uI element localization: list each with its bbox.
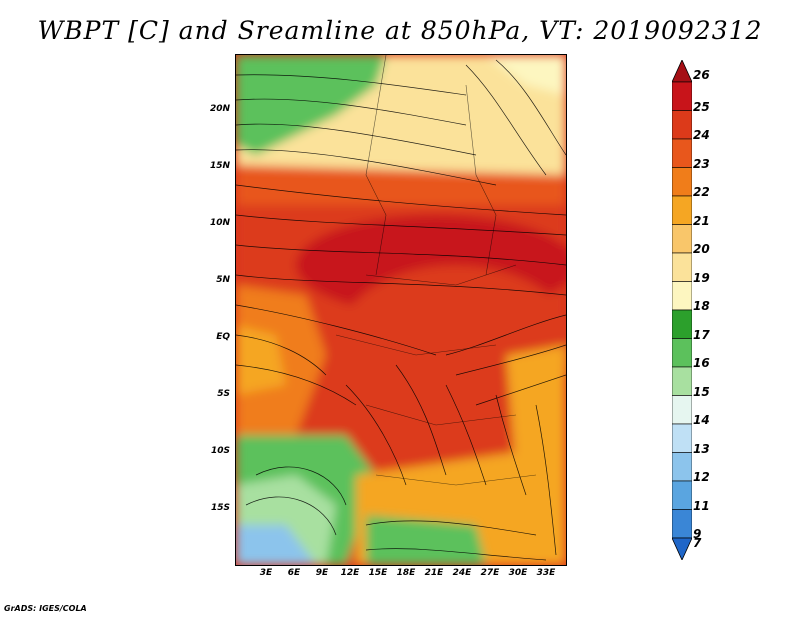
colorbar-label: 7 [693, 536, 702, 550]
lon-label-3e: 3E [259, 568, 273, 578]
country-borders [335, 55, 537, 486]
colorbar-label: 26 [693, 68, 710, 82]
colorbar-label: 14 [693, 413, 710, 427]
lat-label-5n: 5N [216, 275, 230, 285]
lat-label-10s: 10S [210, 446, 230, 456]
colorbar-label: 23 [693, 156, 710, 171]
colorbar-segment [672, 81, 692, 111]
colorbar-label: 18 [693, 299, 710, 313]
lon-label-9e: 9E [315, 568, 329, 578]
colorbar-segment [672, 480, 692, 510]
grads-credit: GrADS: IGES/COLA [4, 604, 87, 613]
lat-label-10n: 10N [209, 218, 230, 228]
colorbar-label: 24 [693, 128, 710, 142]
colorbar-segment [672, 338, 692, 368]
colorbar-label: 12 [693, 470, 710, 484]
colorbar-segment [672, 60, 692, 83]
colorbar-label: 22 [693, 185, 710, 199]
colorbar-segment [672, 224, 692, 254]
map-panel [235, 54, 567, 566]
colorbar-segment [672, 167, 692, 197]
wbpt-field [236, 55, 566, 565]
colorbar-label: 20 [693, 242, 710, 256]
colorbar-label: 9 [693, 527, 702, 541]
colorbar-label: 11 [693, 498, 710, 513]
streamlines [236, 59, 566, 561]
colorbar-segment [672, 252, 692, 282]
colorbar-segment [672, 509, 692, 539]
lon-label-24e: 24E [452, 568, 472, 578]
lon-label-27e: 27E [480, 568, 500, 578]
lon-label-30e: 30E [508, 568, 528, 578]
colorbar-segment [672, 309, 692, 339]
lon-label-12e: 12E [340, 568, 360, 578]
lon-label-6e: 6E [287, 568, 301, 578]
colorbar-segment [672, 110, 692, 140]
colorbar-label: 17 [693, 327, 710, 342]
colorbar-segment [672, 423, 692, 453]
lat-label-20n: 20N [209, 104, 230, 114]
lat-label-15s: 15S [210, 503, 230, 513]
lat-label-5s: 5S [217, 389, 230, 399]
colorbar-segment [672, 537, 692, 560]
colorbar-label: 21 [693, 213, 710, 228]
colorbar-label: 19 [693, 270, 710, 285]
colorbar [672, 60, 692, 560]
lon-label-15e: 15E [368, 568, 388, 578]
lon-label-18e: 18E [396, 568, 416, 578]
lat-label-eq: EQ [216, 332, 230, 342]
colorbar-segment [672, 195, 692, 225]
colorbar-segment [672, 366, 692, 396]
lat-label-15n: 15N [209, 161, 230, 171]
colorbar-label: 25 [693, 99, 710, 114]
chart-title: WBPT [C] and Sreamline at 850hPa, VT: 20… [37, 16, 763, 45]
colorbar-segment [672, 281, 692, 311]
lon-label-21e: 21E [424, 568, 444, 578]
colorbar-label: 16 [693, 356, 710, 370]
colorbar-label: 13 [693, 441, 710, 456]
colorbar-segment [672, 395, 692, 425]
colorbar-segment [672, 138, 692, 168]
lon-label-33e: 33E [536, 568, 556, 578]
colorbar-segment [672, 452, 692, 482]
colorbar-label: 15 [693, 384, 710, 399]
